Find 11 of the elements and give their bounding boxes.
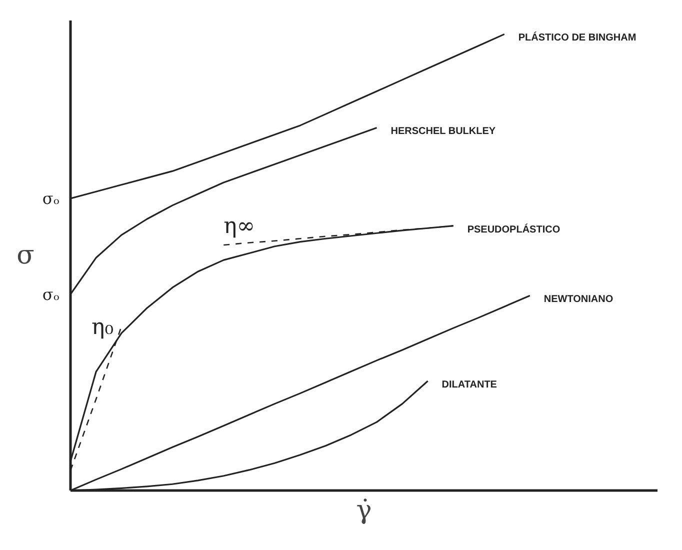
- series-label: DILATANTE: [442, 379, 498, 390]
- series-label: PSEUDOPLÁSTICO: [467, 223, 560, 236]
- x-axis-title: γ̇: [356, 496, 372, 526]
- series-label: η₀: [92, 315, 114, 340]
- series-label: η∞: [224, 214, 256, 240]
- annotation: σₒ: [42, 188, 60, 208]
- series-label: HERSCHEL BULKLEY: [390, 126, 496, 138]
- series-label: PLÁSTICO DE BINGHAM: [518, 32, 636, 44]
- annotation: σₒ: [42, 284, 60, 304]
- y-axis-title: σ: [16, 240, 34, 270]
- series-label: NEWTONIANO: [544, 294, 614, 306]
